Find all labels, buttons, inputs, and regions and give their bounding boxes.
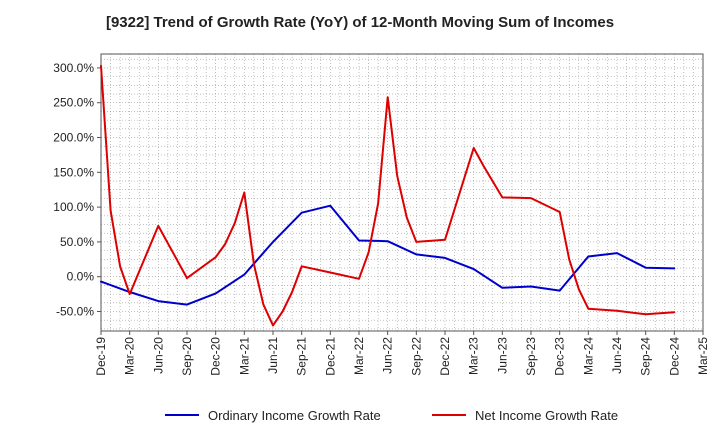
y-tick-label: 100.0%: [53, 200, 94, 214]
legend: Ordinary Income Growth Rate Net Income G…: [0, 403, 720, 427]
x-tick-label: Dec-21: [323, 337, 337, 376]
x-tick-label: Sep-22: [409, 337, 423, 376]
legend-label-net-income: Net Income Growth Rate: [475, 407, 619, 423]
axes: [97, 53, 704, 335]
chart-title: [9322] Trend of Growth Rate (YoY) of 12-…: [105, 14, 615, 31]
x-tick-label: Jun-21: [266, 337, 280, 374]
x-tick-label: Mar-22: [352, 337, 366, 375]
x-tick-label: Mar-20: [123, 337, 137, 375]
plot-area: -50.0% 0.0% 50.0% 100.0% 150.0% 200.0% 250.0% 3…: [53, 53, 710, 376]
x-tick-label: Sep-20: [180, 337, 194, 376]
x-tick-label: Dec-20: [209, 337, 223, 376]
y-tick-label: 50.0%: [60, 235, 94, 249]
legend-swatch-net-income: [432, 414, 466, 416]
legend-label-ordinary-income: Ordinary Income Growth Rate: [208, 407, 381, 423]
plot-frame: [100, 53, 704, 332]
x-tick-label: Sep-21: [295, 337, 309, 376]
series-line-ordinary-income: [100, 204, 676, 306]
x-tick-label: Mar-24: [581, 337, 595, 375]
y-tick-label: 150.0%: [53, 165, 94, 179]
series-group: [100, 64, 676, 327]
tick-labels: -50.0% 0.0% 50.0% 100.0% 150.0% 200.0% 250.0% 3…: [53, 61, 710, 376]
x-tick-label: Sep-24: [639, 337, 653, 376]
legend-swatch-ordinary-income: [165, 414, 199, 416]
x-tick-label: Mar-21: [237, 337, 251, 375]
x-tick-label: Jun-20: [151, 337, 165, 374]
y-tick-label: 0.0%: [67, 270, 95, 284]
x-tick-label: Dec-23: [553, 337, 567, 376]
y-tick-label: 250.0%: [53, 96, 94, 110]
legend-item-net-income: Net Income Growth Rate: [432, 403, 618, 427]
x-tick-label: Dec-24: [667, 337, 681, 376]
y-tick-label: 300.0%: [53, 61, 94, 75]
legend-item-ordinary-income: Ordinary Income Growth Rate: [165, 403, 381, 427]
x-tick-label: Dec-22: [438, 337, 452, 376]
x-tick-label: Dec-19: [94, 337, 108, 376]
x-tick-label: Mar-25: [696, 337, 710, 375]
y-tick-label: -50.0%: [56, 305, 94, 319]
x-tick-label: Mar-23: [467, 337, 481, 375]
x-tick-label: Jun-22: [381, 337, 395, 374]
x-tick-label: Sep-23: [524, 337, 538, 376]
series-line-net-income: [100, 64, 676, 327]
x-tick-label: Jun-24: [610, 337, 624, 374]
x-tick-label: Jun-23: [495, 337, 509, 374]
y-tick-label: 200.0%: [53, 131, 94, 145]
